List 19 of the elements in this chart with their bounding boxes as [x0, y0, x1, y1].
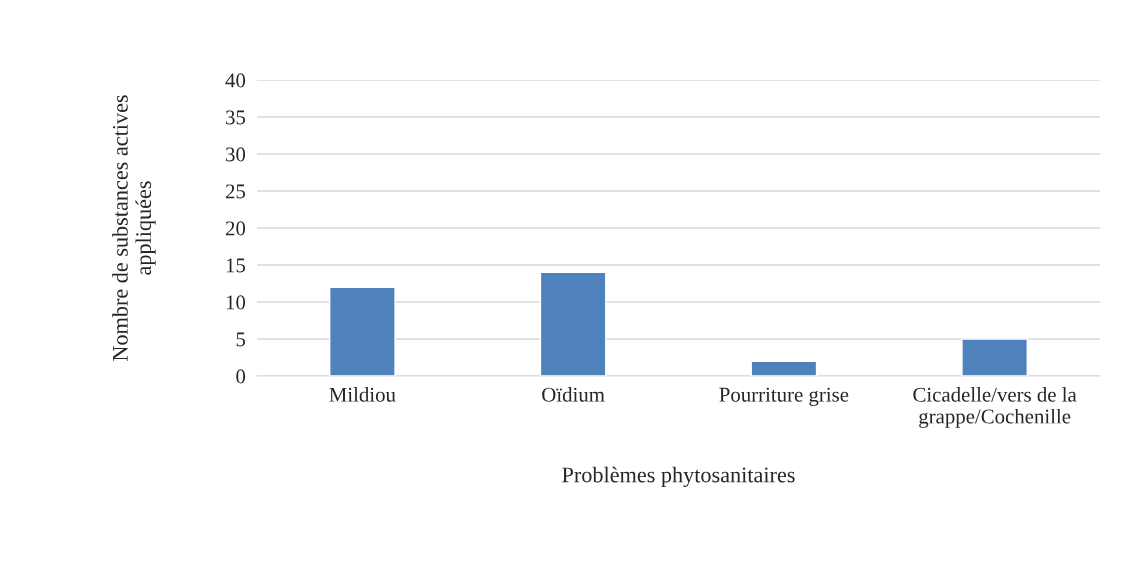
y-tick-label: 25 — [225, 184, 246, 199]
bar — [750, 360, 818, 376]
y-tick-label: 35 — [226, 110, 246, 125]
x-tick-label: Mildiou — [329, 387, 396, 402]
y-tick-label: 20 — [225, 221, 246, 236]
y-tick-label: 15 — [226, 258, 246, 273]
x-axis-title: Problèmes phytosanitaires — [562, 466, 795, 487]
y-tick-label: 5 — [236, 332, 246, 347]
bar — [539, 271, 607, 376]
y-tick-label: 40 — [225, 73, 246, 88]
x-tick-label: Cicadelle/vers de la grappe/Cochenille — [913, 387, 1077, 428]
y-tick-label: 0 — [236, 369, 246, 384]
y-axis-title: Nombre de substances actives appliquées — [112, 95, 156, 361]
bar — [329, 286, 396, 376]
y-tick-label: 10 — [226, 295, 246, 310]
x-tick-label: Pourriture grise — [719, 387, 849, 406]
bar — [961, 338, 1028, 376]
x-tick-label: Oïdium — [542, 387, 605, 402]
y-tick-label: 30 — [226, 147, 246, 162]
